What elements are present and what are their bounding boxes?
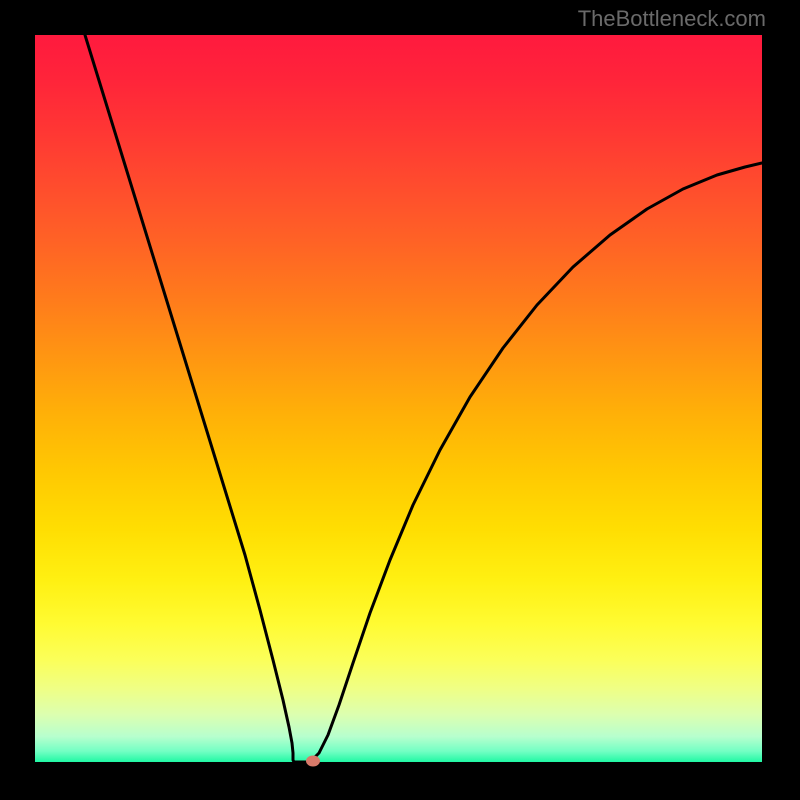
- chart-container: TheBottleneck.com: [0, 0, 800, 800]
- plot-area: [0, 0, 800, 800]
- bottleneck-marker: [306, 755, 320, 766]
- watermark-text: TheBottleneck.com: [578, 6, 766, 32]
